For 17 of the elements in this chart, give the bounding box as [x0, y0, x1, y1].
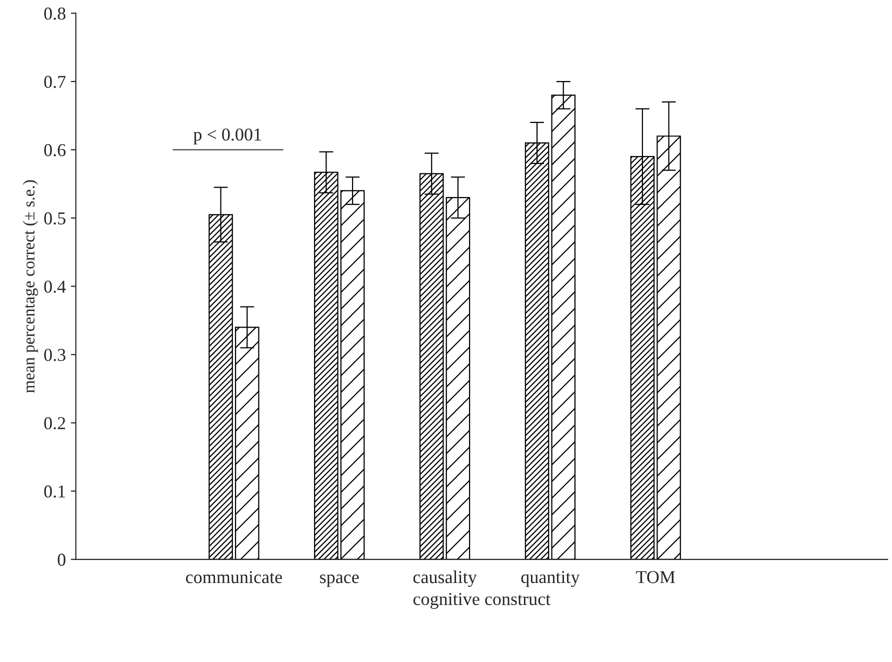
- x-tick-label: causality: [413, 570, 477, 587]
- x-tick-label: space: [320, 574, 359, 587]
- y-tick-label: 0: [58, 554, 66, 566]
- y-tick-label: 0.7: [44, 76, 66, 88]
- x-tick-label: communicate: [186, 571, 282, 584]
- y-tick-label: 0.1: [44, 485, 66, 498]
- y-tick-label: 0.6: [44, 144, 66, 156]
- y-tick-label: 0.2: [44, 417, 66, 430]
- x-axis-title: cognitive construct: [413, 593, 551, 609]
- y-tick-label: 0.3: [44, 348, 66, 362]
- annotation: p < 0.001: [193, 128, 261, 144]
- y-tick-label: 0.5: [44, 212, 66, 225]
- x-tick-label: TOM: [636, 571, 675, 584]
- y-tick-label: 0.4: [44, 280, 66, 293]
- y-axis-title: mean percentage correct (± s.e.): [22, 180, 38, 393]
- y-tick-label: 0.8: [44, 7, 66, 20]
- x-tick-label: quantity: [521, 571, 580, 587]
